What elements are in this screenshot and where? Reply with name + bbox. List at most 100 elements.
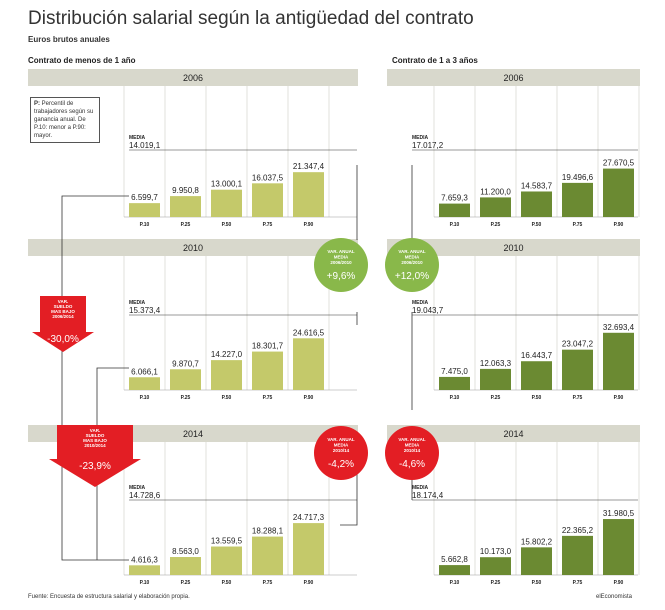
bar-value-label: 16.037,5 [252, 173, 284, 182]
lowest-connector [61, 348, 129, 561]
tick-label: P.75 [263, 580, 273, 586]
tick-label: P.10 [140, 395, 150, 401]
variation-badge [385, 238, 439, 292]
bar-value-label: 6.066,1 [131, 367, 158, 376]
arrow-value: -23,9% [79, 461, 111, 472]
tick-label: P.25 [491, 580, 501, 586]
badge-value: -4,6% [399, 459, 425, 470]
tick-label: P.90 [304, 395, 314, 401]
bar-value-label: 24.616,5 [293, 328, 325, 337]
tick-label: P.50 [222, 222, 232, 228]
badge-caption: 2006/2010 [401, 260, 423, 265]
arrow-caption: 2010/2014 [84, 443, 106, 448]
bar [211, 546, 242, 575]
bar [521, 191, 552, 217]
tick-label: P.10 [140, 580, 150, 586]
brand-logo: elEconomista [596, 594, 633, 600]
bar [480, 557, 511, 575]
arrow-caption: VAR. [90, 428, 100, 433]
bar [252, 536, 283, 575]
tick-label: P.10 [140, 222, 150, 228]
bar [211, 360, 242, 390]
bar-value-label: 9.870,7 [172, 359, 199, 368]
tick-label: P.90 [614, 580, 624, 586]
tick-label: P.90 [304, 222, 314, 228]
badge-value: +9,6% [327, 271, 356, 282]
bar-value-label: 13.000,1 [211, 180, 243, 189]
year-band [387, 69, 640, 86]
connector [340, 458, 358, 526]
tick-label: P.50 [222, 580, 232, 586]
bar [439, 565, 470, 575]
badge-caption: MEDIA [334, 443, 349, 448]
tick-label: P.75 [263, 395, 273, 401]
bar-value-label: 22.365,2 [562, 526, 594, 535]
bar [521, 547, 552, 575]
bar-value-label: 19.496,6 [562, 173, 594, 182]
tick-label: P.25 [181, 222, 191, 228]
bar-value-label: 5.662,8 [441, 555, 468, 564]
bar-value-label: 18.301,7 [252, 342, 284, 351]
bar [170, 369, 201, 390]
bar [562, 182, 593, 217]
tick-label: P.25 [491, 222, 501, 228]
media-value: 14.728,6 [129, 491, 161, 500]
badge-caption: VAR. ANUAL [398, 249, 425, 254]
page-subtitle: Euros brutos anuales [28, 35, 110, 44]
media-label: MEDIA [412, 135, 429, 141]
page-title: Distribución salarial según la antigüeda… [28, 8, 474, 29]
section-title-left: Contrato de menos de 1 año [28, 56, 136, 65]
bar-value-label: 27.670,5 [603, 159, 635, 168]
bar [211, 189, 242, 217]
bar [603, 332, 634, 390]
badge-caption: MEDIA [334, 255, 349, 260]
variation-badge [385, 426, 439, 480]
tick-label: P.25 [181, 580, 191, 586]
media-value: 19.043,7 [412, 306, 444, 315]
bar-value-label: 31.980,5 [603, 509, 635, 518]
bar-value-label: 10.173,0 [480, 547, 512, 556]
bar [170, 196, 201, 217]
bar-value-label: 23.047,2 [562, 340, 594, 349]
bar-value-label: 32.693,4 [603, 323, 635, 332]
bar [603, 519, 634, 575]
arrow-caption: SUELDO [54, 304, 73, 309]
bar-value-label: 8.563,0 [172, 547, 199, 556]
note-text: Percentil de trabajadores según su ganan… [34, 101, 94, 139]
section-title-right: Contrato de 1 a 3 años [392, 56, 478, 65]
tick-label: P.90 [304, 580, 314, 586]
media-label: MEDIA [129, 300, 146, 306]
lowest-connector [61, 195, 129, 297]
percentile-note: P: Percentil de trabajadores según su ga… [30, 97, 100, 143]
bar [439, 203, 470, 217]
bar-value-label: 14.227,0 [211, 350, 243, 359]
year-band [387, 239, 640, 256]
bar-value-label: 9.950,8 [172, 186, 199, 195]
arrow-caption: MAS BAJO [83, 438, 107, 443]
lowest-salary-arrow [32, 296, 94, 352]
year-label: 2014 [183, 429, 203, 439]
bar [129, 565, 160, 575]
tick-label: P.50 [532, 395, 542, 401]
year-band [28, 239, 358, 256]
variation-badge [314, 238, 368, 292]
year-label: 2006 [503, 73, 523, 83]
tick-label: P.25 [181, 395, 191, 401]
arrow-value: -30,0% [47, 334, 79, 345]
year-band [387, 425, 640, 442]
tick-label: P.50 [532, 222, 542, 228]
arrow-caption: MAS BAJO [51, 309, 75, 314]
year-label: 2006 [183, 73, 203, 83]
note-bold: P: [34, 101, 40, 107]
bar-value-label: 13.559,5 [211, 537, 243, 546]
year-label: 2010 [503, 243, 523, 253]
bar [480, 197, 511, 217]
tick-label: P.75 [573, 580, 583, 586]
tick-label: P.90 [614, 395, 624, 401]
tick-label: P.25 [491, 395, 501, 401]
badge-caption: 2010/14 [404, 448, 421, 453]
arrow-caption: 2006/2014 [52, 314, 74, 319]
variation-badge [314, 426, 368, 480]
tick-label: P.90 [614, 222, 624, 228]
